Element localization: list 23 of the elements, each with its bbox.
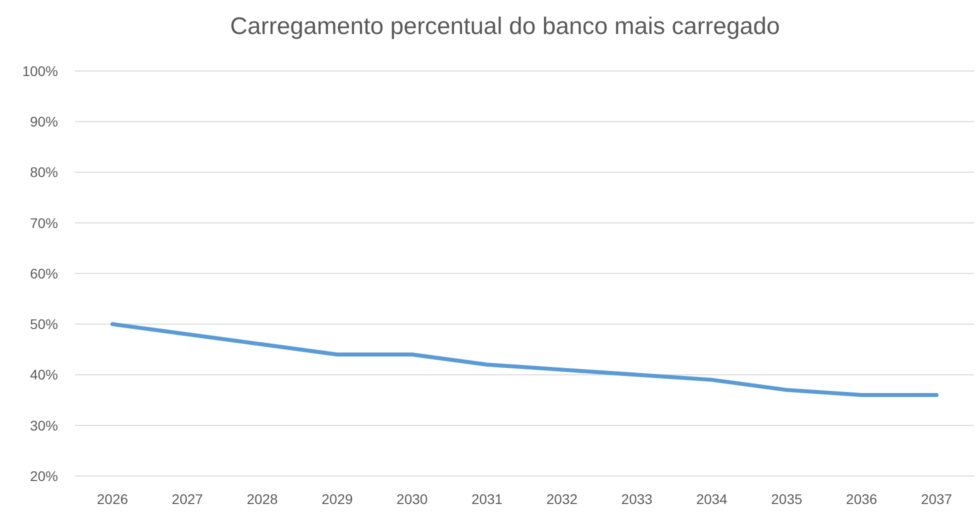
y-tick-label: 90%	[30, 114, 58, 130]
chart-title: Carregamento percentual do banco mais carregado	[230, 13, 780, 40]
x-tick-label: 2037	[920, 491, 952, 507]
y-tick-label: 20%	[30, 468, 58, 484]
y-tick-label: 80%	[30, 164, 58, 180]
x-tick-label: 2036	[846, 491, 878, 507]
y-tick-label: 60%	[30, 265, 58, 282]
x-tick-label: 2027	[172, 491, 204, 507]
y-tick-label: 50%	[30, 316, 58, 332]
x-tick-label: 2033	[621, 491, 653, 507]
x-tick-label: 2029	[322, 491, 353, 507]
x-tick-label: 2032	[546, 491, 578, 507]
x-tick-label: 2034	[696, 491, 728, 507]
x-tick-label: 2026	[96, 491, 128, 507]
x-tick-label: 2031	[471, 491, 503, 507]
y-tick-label: 30%	[30, 417, 58, 434]
x-tick-label: 2028	[246, 491, 278, 507]
y-tick-label: 40%	[30, 366, 58, 383]
y-tick-label: 100%	[22, 62, 58, 79]
y-tick-label: 70%	[30, 214, 58, 231]
x-tick-label: 2030	[396, 491, 428, 507]
line-series	[110, 322, 939, 397]
x-tick-label: 2035	[771, 491, 802, 507]
